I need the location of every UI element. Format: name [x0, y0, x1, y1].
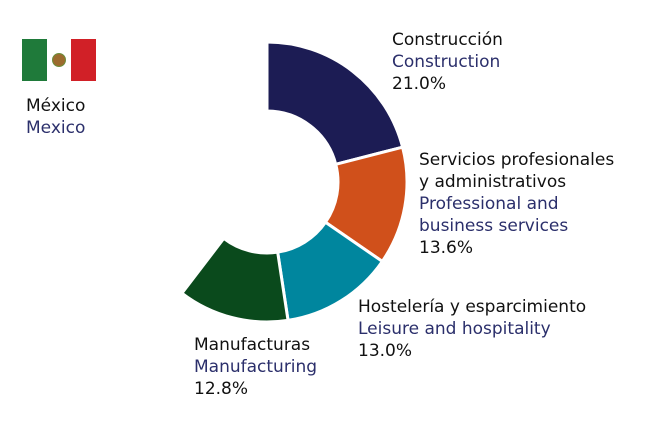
mexico-flag-icon [22, 39, 97, 81]
slice-label-leisure-hospitality: Hostelería y esparcimiento Leisure and h… [358, 296, 586, 362]
slice-value-label: 12.8% [194, 379, 249, 399]
flag-band-green [22, 39, 47, 81]
slice-label-manufacturing: Manufacturas Manufacturing 12.8% [194, 334, 317, 400]
slice-label-en: Construction [392, 52, 501, 72]
country-name-es: México [26, 96, 86, 116]
country-name-en: Mexico [26, 118, 86, 138]
slice-label-en: Manufacturing [194, 357, 318, 377]
slice-label-en-line2: business services [419, 216, 569, 236]
slice-label-es-line2: y administrativos [419, 172, 567, 192]
flag-emblem-icon [52, 53, 66, 67]
slice-label-es: Manufacturas [194, 335, 311, 355]
slice-value-label: 13.0% [358, 341, 413, 361]
flag-band-red [71, 39, 97, 81]
slice-label-en-line1: Professional and [419, 194, 559, 214]
slice-label-es: Construcción [392, 30, 503, 50]
slice-value-label: 21.0% [392, 74, 447, 94]
slice-value-label: 13.6% [419, 238, 474, 258]
slice-manufacturing [180, 236, 290, 324]
slice-label-es: Hostelería y esparcimiento [358, 297, 587, 317]
slice-label-professional-services: Servicios profesionales y administrativo… [419, 149, 614, 259]
slice-construction [265, 40, 405, 166]
slice-label-en: Leisure and hospitality [358, 319, 551, 339]
slice-label-es-line1: Servicios profesionales [419, 150, 615, 170]
slice-label-construction: Construcción Construction 21.0% [392, 29, 503, 95]
